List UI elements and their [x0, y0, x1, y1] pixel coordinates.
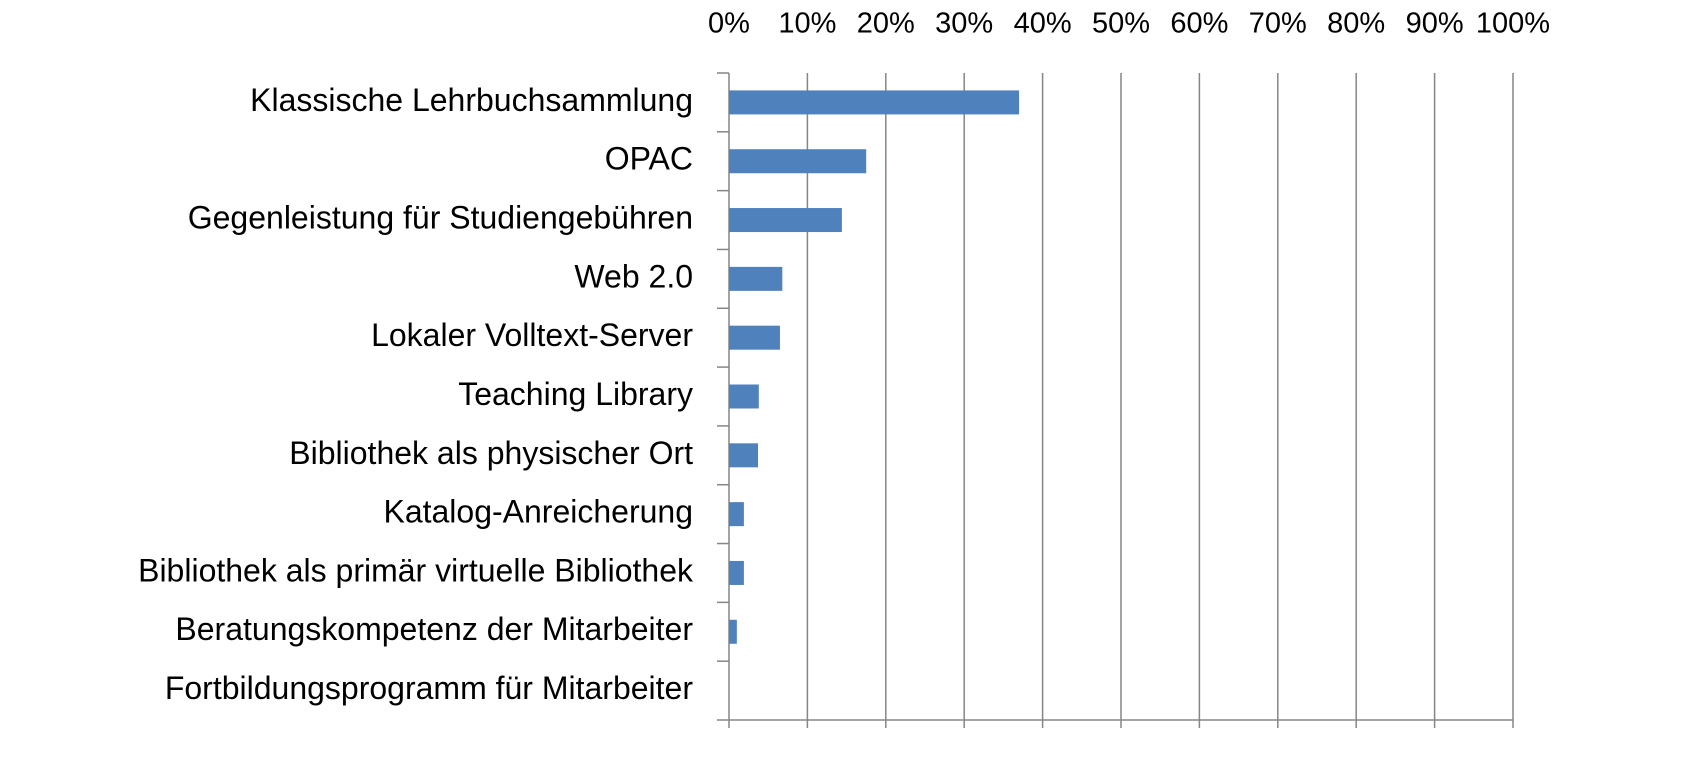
- bar: [729, 619, 737, 644]
- category-label: OPAC: [605, 141, 693, 177]
- x-tick-label: 60%: [1170, 8, 1228, 40]
- bar: [729, 149, 867, 174]
- x-tick-label: 30%: [935, 8, 993, 40]
- x-tick-label: 90%: [1406, 8, 1464, 40]
- x-tick-label: 10%: [778, 8, 836, 40]
- category-label: Gegenleistung für Studiengebühren: [188, 199, 693, 235]
- x-tick-label: 50%: [1092, 8, 1150, 40]
- category-label: Bibliothek als physischer Ort: [289, 435, 693, 471]
- bar: [729, 502, 744, 527]
- category-label: Katalog-Anreicherung: [383, 494, 693, 530]
- x-tick-label: 40%: [1014, 8, 1072, 40]
- bar: [729, 384, 759, 409]
- bar: [729, 443, 759, 468]
- category-label: Bibliothek als primär virtuelle Biblioth…: [138, 552, 694, 588]
- category-label: Lokaler Volltext-Server: [371, 317, 693, 353]
- category-label: Fortbildungsprogramm für Mitarbeiter: [165, 670, 694, 706]
- x-tick-label: 0%: [708, 8, 750, 40]
- category-label: Teaching Library: [458, 376, 693, 412]
- category-label: Beratungskompetenz der Mitarbeiter: [175, 611, 693, 647]
- x-tick-label: 100%: [1476, 8, 1550, 40]
- category-label: Web 2.0: [574, 258, 693, 294]
- x-tick-label: 80%: [1327, 8, 1385, 40]
- category-label: Klassische Lehrbuchsammlung: [250, 82, 693, 118]
- bar: [729, 208, 842, 233]
- bar: [729, 90, 1020, 115]
- bar: [729, 560, 744, 585]
- bar: [729, 325, 780, 350]
- x-tick-label: 20%: [857, 8, 915, 40]
- x-tick-label: 70%: [1249, 8, 1307, 40]
- bar: [729, 266, 783, 291]
